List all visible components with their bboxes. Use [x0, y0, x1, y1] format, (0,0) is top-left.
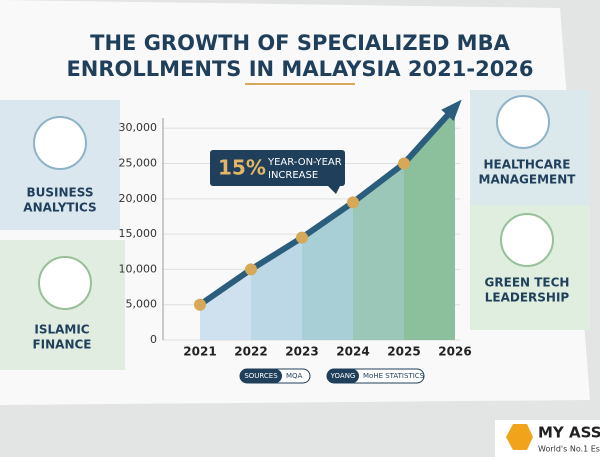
annotation-pointer [328, 186, 340, 194]
panel-label: GREEN TECH [485, 276, 570, 290]
y-tick-label: 5,000 [126, 298, 158, 311]
area-segment [404, 107, 455, 340]
icon [496, 95, 550, 149]
annotation-box [210, 150, 345, 186]
y-tick-label: 10,000 [119, 262, 158, 275]
annotation-text: YEAR-ON-YEAR [267, 157, 342, 168]
x-tick-label: 2021 [183, 345, 216, 359]
brand-name: MY ASS [538, 424, 600, 442]
chart: THE GROWTH OF SPECIALIZED MBAENROLLMENTS… [66, 31, 533, 359]
source-tag: SOURCES [244, 372, 278, 380]
panel-label: ISLAMIC [34, 323, 89, 337]
source-tag: YOANG [330, 372, 356, 380]
trend-line [197, 104, 458, 308]
y-tick-label: 20,000 [119, 192, 158, 205]
data-point [194, 298, 206, 311]
x-tick-label: 2023 [285, 345, 318, 359]
data-point [296, 231, 308, 244]
data-point [347, 196, 359, 209]
chart-title: ENROLLMENTS IN MALAYSIA 2021-2026 [66, 57, 533, 81]
icon [33, 116, 87, 170]
y-tick-label: 0 [150, 333, 157, 346]
chart-title: THE GROWTH OF SPECIALIZED MBA [90, 31, 510, 55]
annotation-big: 15% [218, 156, 266, 180]
y-tick-label: 30,000 [119, 121, 158, 134]
panel-label: HEALTHCARE [484, 158, 571, 172]
panel-label: MANAGEMENT [479, 173, 577, 187]
source-tag-bg [327, 369, 359, 383]
source-text: MoHE STATISTICS [363, 372, 425, 380]
annotation-text: INCREASE [268, 170, 318, 181]
data-point [245, 263, 257, 276]
arrow-head [441, 99, 462, 121]
x-tick-label: 2022 [234, 345, 267, 359]
icon [500, 213, 554, 267]
panel-label: BUSINESS [27, 186, 94, 200]
x-tick-label: 2026 [438, 345, 471, 359]
area-segment [353, 163, 404, 340]
panel-label: LEADERSHIP [485, 291, 570, 305]
source-text: MQA [286, 372, 303, 380]
data-point [398, 157, 410, 170]
icon [38, 256, 92, 310]
brand-tagline: World's No.1 Essa [538, 445, 600, 454]
panel-label: ANALYTICS [23, 201, 96, 215]
panel-label: FINANCE [32, 338, 91, 352]
x-tick-label: 2024 [336, 345, 369, 359]
source-tag-bg [240, 369, 282, 383]
x-tick-label: 2025 [387, 345, 420, 359]
area-segment [302, 202, 353, 340]
brand-logo [506, 424, 533, 450]
y-tick-label: 25,000 [119, 157, 158, 170]
y-tick-label: 15,000 [119, 227, 158, 240]
area-segment [200, 269, 251, 340]
